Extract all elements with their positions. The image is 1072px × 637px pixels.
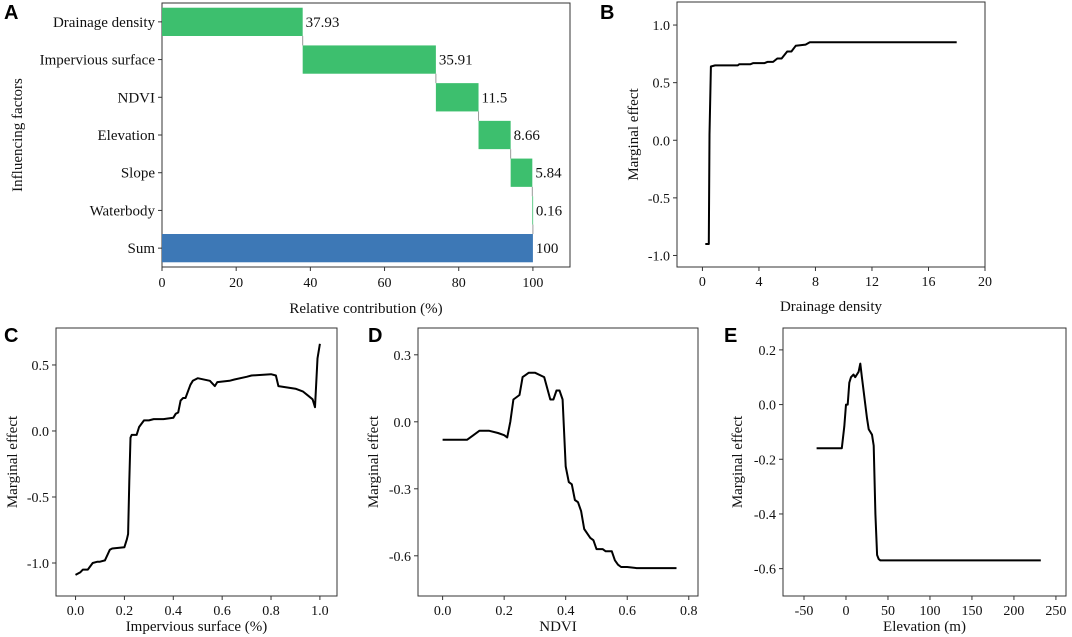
y-tick-label: -0.3	[389, 483, 411, 498]
y-axis-label: Marginal effect	[626, 88, 642, 181]
series-line-drainage-density	[705, 41, 957, 245]
x-tick-label: 0	[699, 275, 706, 290]
x-tick-label: 0.4	[557, 604, 575, 619]
x-tick-label: 20	[978, 275, 992, 290]
data-label: 100	[536, 241, 559, 257]
y-tick-label: 0.5	[32, 359, 50, 374]
x-tick-label: 0	[159, 276, 166, 291]
data-label: 37.93	[306, 15, 340, 31]
x-tick-label: -50	[795, 604, 814, 619]
panel-frame	[417, 327, 699, 597]
panel-label-c: C	[4, 325, 18, 347]
y-tick-label: 0.0	[394, 416, 412, 431]
bar-waterbody	[532, 196, 534, 225]
y-tick-label: -0.6	[754, 563, 776, 578]
data-label: 11.5	[482, 90, 508, 106]
series-line-ndvi	[442, 371, 677, 570]
x-tick-label: 200	[1003, 604, 1024, 619]
series-line-impervious-surface	[75, 343, 321, 576]
y-tick-label: Slope	[121, 166, 156, 182]
y-tick-label: 0.3	[394, 349, 412, 364]
x-tick-label: 0.2	[116, 604, 134, 619]
y-axis-label: Influencing factors	[10, 78, 26, 192]
y-tick-label: Sum	[127, 241, 155, 257]
bar-sum	[162, 234, 533, 263]
y-tick-label: -0.4	[754, 508, 776, 523]
x-tick-label: 0.0	[67, 604, 85, 619]
y-axis-label: Marginal effect	[730, 415, 746, 508]
data-label: 5.84	[535, 166, 562, 182]
y-tick-label: 0.5	[653, 77, 671, 92]
x-axis-label: Elevation (m)	[883, 619, 966, 635]
panel-c-line-chart: 0.0 0.2 0.4 0.6 0.8 1.0 -1.0 -0.5 0.0 0.5 Impervio…	[5, 327, 338, 635]
x-tick-label: 0.0	[434, 604, 452, 619]
x-tick-label: 250	[1045, 604, 1066, 619]
y-tick-label: -1.0	[648, 249, 670, 264]
y-tick-label: Impervious surface	[40, 53, 156, 69]
x-tick-label: 0.6	[618, 604, 636, 619]
x-axis-label: Impervious surface (%)	[126, 619, 268, 635]
panel-label-d: D	[368, 325, 382, 347]
panel-label-a: A	[4, 2, 18, 24]
x-tick-label: 100	[919, 604, 940, 619]
panel-label-e: E	[724, 325, 737, 347]
y-tick-label: Elevation	[98, 128, 156, 144]
x-tick-label: 0	[842, 604, 849, 619]
panel-d-line-chart: 0.0 0.2 0.4 0.6 0.8 -0.6 -0.3 0.0 0.3 NDVI Margina…	[366, 327, 699, 635]
x-axis-label: NDVI	[539, 619, 577, 635]
y-tick-label: 0.0	[759, 399, 777, 414]
y-tick-label: Drainage density	[53, 15, 156, 31]
x-tick-label: 8	[812, 275, 819, 290]
panel-frame	[55, 327, 338, 597]
y-tick-label: 1.0	[653, 19, 671, 34]
bar-drainage-density	[162, 7, 303, 36]
panel-frame	[676, 1, 986, 268]
x-tick-label: 20	[229, 276, 243, 291]
x-tick-label: 0.4	[165, 604, 183, 619]
panel-e-line-chart: -50 0 50 100 150 200 250 -0.6 -0.4 -0.2 0.0 0.2 Elev…	[730, 327, 1067, 635]
panel-b-line-chart: 0 4 8 12 16 20 -1.0 -0.5 0.0 0.5 1.0 Drainage densi…	[626, 1, 992, 315]
x-tick-label: 4	[755, 275, 762, 290]
x-tick-label: 60	[378, 276, 392, 291]
panel-frame	[782, 327, 1067, 597]
x-tick-label: 50	[881, 604, 895, 619]
x-tick-label: 1.0	[311, 604, 329, 619]
y-axis-label: Marginal effect	[5, 415, 21, 508]
y-tick-label: 0.0	[653, 134, 671, 149]
x-tick-label: 0.2	[495, 604, 513, 619]
bar-slope	[510, 158, 533, 187]
x-tick-label: 12	[865, 275, 879, 290]
y-tick-label: Waterbody	[90, 203, 156, 219]
x-axis-label: Drainage density	[780, 299, 883, 315]
x-tick-label: 40	[303, 276, 317, 291]
x-tick-label: 0.8	[680, 604, 698, 619]
bar-impervious-surface	[302, 45, 436, 74]
x-tick-label: 150	[961, 604, 982, 619]
x-tick-label: 80	[452, 276, 466, 291]
y-tick-label: -0.5	[27, 491, 49, 506]
x-tick-label: 0.8	[262, 604, 280, 619]
x-tick-label: 0.6	[213, 604, 231, 619]
series-line-elevation	[816, 362, 1041, 562]
y-tick-label: -0.2	[754, 453, 776, 468]
x-tick-label: 100	[522, 276, 543, 291]
panel-a-waterfall-chart: 37.93 Drainage density 35.91 Impervious sur…	[10, 2, 571, 317]
y-tick-label: NDVI	[118, 90, 156, 106]
y-tick-label: 0.2	[759, 344, 777, 359]
y-tick-label: 0.0	[32, 425, 50, 440]
data-label: 8.66	[514, 128, 541, 144]
data-label: 35.91	[439, 53, 473, 69]
x-tick-label: 16	[921, 275, 935, 290]
data-label: 0.16	[536, 203, 563, 219]
y-tick-label: -0.5	[648, 192, 670, 207]
bar-ndvi	[435, 83, 479, 112]
panel-label-b: B	[600, 2, 614, 24]
x-axis-label: Relative contribution (%)	[289, 301, 442, 317]
y-axis-label: Marginal effect	[366, 415, 382, 508]
bar-elevation	[478, 120, 511, 150]
y-tick-label: -1.0	[27, 557, 49, 572]
y-tick-label: -0.6	[389, 550, 411, 565]
